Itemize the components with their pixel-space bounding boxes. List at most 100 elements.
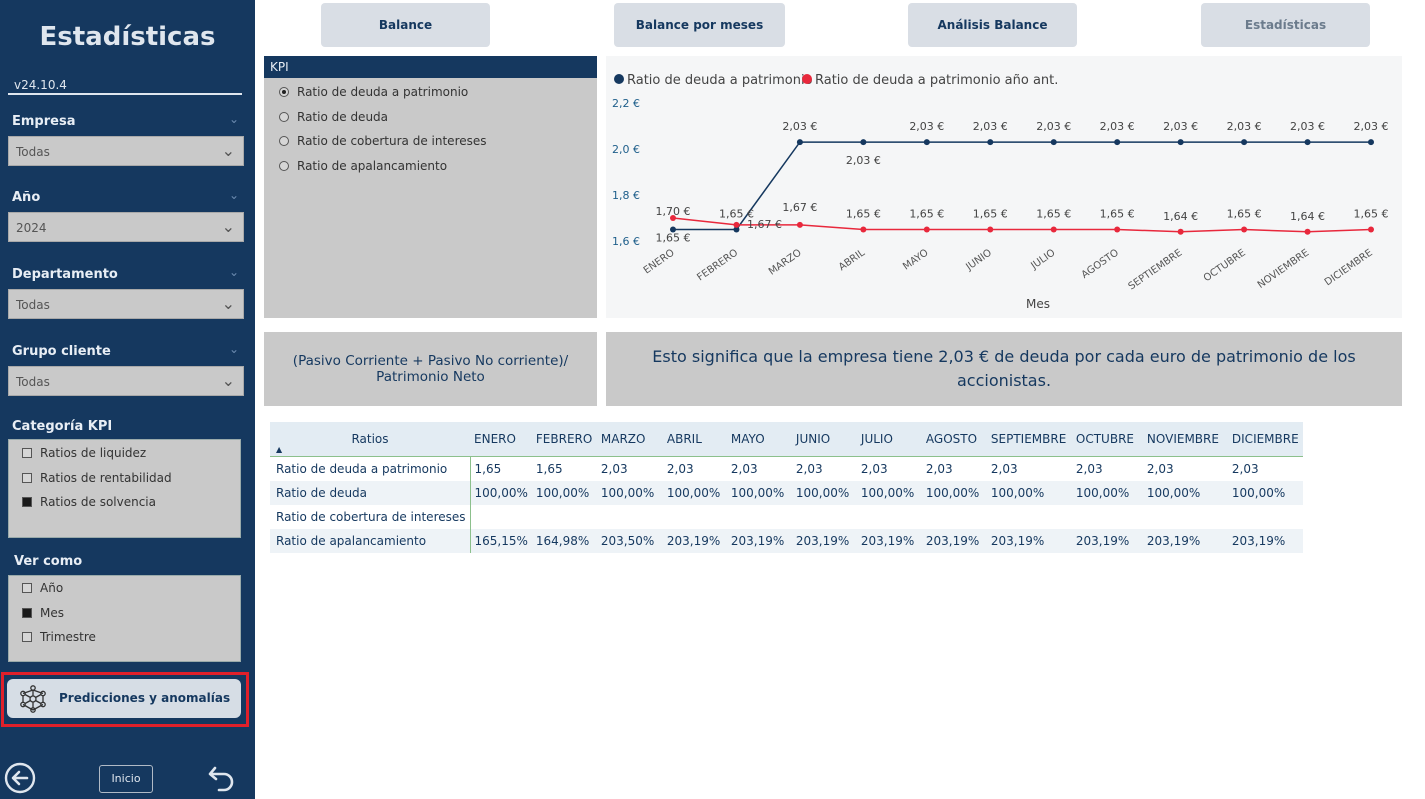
tab-estadisticas[interactable]: Estadísticas	[1201, 3, 1370, 47]
chevron-down-icon[interactable]: ⌄	[229, 265, 240, 279]
table-header-month[interactable]: JUNIO	[791, 422, 857, 457]
series-line	[673, 141, 1371, 231]
data-point	[1177, 139, 1184, 146]
data-label: 2,03 €	[1290, 120, 1325, 133]
home-button[interactable]: Inicio	[99, 765, 153, 793]
table-cell: 100,00%	[662, 481, 727, 505]
kpi-panel-header: KPI	[264, 56, 597, 78]
version-divider	[8, 93, 242, 95]
data-label: 2,03 €	[846, 154, 881, 167]
table-cell: 2,03	[666, 462, 694, 476]
predicciones-button[interactable]: Predicciones y anomalías	[7, 679, 241, 718]
radio-selected[interactable]	[279, 87, 289, 97]
checkbox-checked[interactable]	[22, 608, 32, 618]
table-cell: 1,65	[535, 462, 563, 476]
departamento-select[interactable]: Todas ⌄	[8, 289, 244, 319]
table-header-month[interactable]: AGOSTO	[921, 422, 987, 457]
table-header-month[interactable]: JULIO	[856, 422, 922, 457]
categoria-option-liquidez[interactable]: Ratios de liquidez	[22, 446, 146, 460]
grupo-cliente-select[interactable]: Todas ⌄	[8, 366, 244, 396]
kpi-option-deuda[interactable]: Ratio de deuda	[279, 110, 388, 124]
data-point	[1241, 226, 1248, 233]
data-point	[733, 226, 740, 233]
data-label: 1,65 €	[909, 208, 944, 221]
tab-analisis-balance[interactable]: Análisis Balance	[908, 3, 1077, 47]
empresa-select[interactable]: Todas ⌄	[8, 136, 244, 166]
x-tick-label: DICIEMBRE	[1323, 247, 1375, 288]
table-row: Ratio de deuda 100,00% 100,00% 100,00% 100,0…	[270, 481, 1303, 505]
data-label: 2,03 €	[973, 120, 1008, 133]
ver-como-panel	[8, 575, 241, 662]
table-cell: 100,00%	[791, 481, 857, 505]
table-header-month[interactable]: NOVIEMBRE	[1142, 422, 1228, 457]
kpi-option-cobertura[interactable]: Ratio de cobertura de intereses	[279, 134, 487, 148]
tab-balance[interactable]: Balance	[321, 3, 490, 47]
table-row: Ratio de apalancamiento 165,15% 164,98% 203…	[270, 529, 1303, 553]
table-header-month[interactable]: ENERO	[470, 422, 532, 457]
categoria-option-solvencia[interactable]: Ratios de solvencia	[22, 495, 156, 509]
chevron-down-icon[interactable]: ⌄	[229, 188, 240, 202]
table-header-month[interactable]: MARZO	[596, 422, 663, 457]
checkbox[interactable]	[22, 448, 32, 458]
table-header-ratios[interactable]: Ratios ▲	[270, 422, 471, 457]
data-point	[1368, 139, 1374, 146]
checkbox[interactable]	[22, 473, 32, 483]
data-point	[733, 221, 740, 228]
table-cell: 100,00%	[1142, 481, 1228, 505]
checkbox-checked[interactable]	[22, 497, 32, 507]
checkbox[interactable]	[22, 632, 32, 642]
undo-icon[interactable]	[207, 763, 237, 793]
option-label: Trimestre	[40, 630, 96, 644]
table-header-month[interactable]: FEBRERO	[531, 422, 597, 457]
table-row-label: Ratio de cobertura de intereses	[270, 505, 471, 529]
anio-select[interactable]: 2024 ⌄	[8, 212, 244, 242]
table-cell: 100,00%	[531, 481, 597, 505]
kpi-option-deuda-patrimonio[interactable]: Ratio de deuda a patrimonio	[279, 85, 468, 99]
table-cell	[1143, 505, 1228, 529]
radio[interactable]	[279, 112, 289, 122]
chevron-down-icon: ⌄	[221, 371, 235, 390]
table-cell: 164,98%	[531, 529, 597, 553]
ver-como-label: Ver como	[14, 554, 83, 569]
x-tick-label: ENERO	[642, 247, 677, 276]
legend-label: Ratio de deuda a patrimonio	[627, 73, 813, 88]
checkbox[interactable]	[22, 583, 32, 593]
table-cell	[727, 505, 792, 529]
data-point	[670, 215, 676, 221]
table-cell	[792, 505, 857, 529]
table-header-month[interactable]: SEPTIEMBRE	[986, 422, 1072, 457]
radio[interactable]	[279, 161, 289, 171]
data-label: 1,65 €	[1354, 208, 1389, 221]
radio[interactable]	[279, 136, 289, 146]
option-label: Ratios de solvencia	[40, 495, 156, 509]
table-header-month[interactable]: OCTUBRE	[1071, 422, 1143, 457]
tab-balance-por-meses[interactable]: Balance por meses	[614, 3, 785, 47]
kpi-option-apalancamiento[interactable]: Ratio de apalancamiento	[279, 159, 447, 173]
data-point	[1241, 139, 1248, 146]
y-tick-label: 1,6 €	[612, 235, 640, 248]
back-arrow-icon[interactable]	[4, 762, 36, 794]
table-header-month[interactable]: MAYO	[726, 422, 792, 457]
chevron-down-icon[interactable]: ⌄	[229, 342, 240, 356]
table-cell	[857, 505, 922, 529]
table-cell: 100,00%	[596, 481, 663, 505]
option-label: Ratios de rentabilidad	[40, 471, 172, 485]
table-cell: 2,03	[600, 462, 628, 476]
x-tick-label: JULIO	[1028, 247, 1057, 272]
ratios-table: Ratios ▲ ENERO FEBRERO MARZO ABRIL MAYO JUNIO…	[270, 422, 1303, 553]
table-header-month[interactable]: ABRIL	[662, 422, 727, 457]
data-label: 2,03 €	[1354, 120, 1389, 133]
categoria-option-rentabilidad[interactable]: Ratios de rentabilidad	[22, 471, 172, 485]
option-label: Ratio de deuda	[297, 110, 389, 124]
data-point	[1368, 226, 1374, 233]
table-cell: 2,03	[1146, 462, 1174, 476]
y-tick-label: 2,0 €	[612, 143, 640, 156]
chevron-down-icon[interactable]: ⌄	[229, 112, 240, 126]
x-tick-label: ABRIL	[837, 247, 868, 273]
ver-como-option-anio[interactable]: Año	[22, 581, 63, 595]
table-header-month[interactable]: DICIEMBRE	[1227, 422, 1303, 457]
ver-como-option-mes[interactable]: Mes	[22, 606, 64, 620]
ver-como-option-trimestre[interactable]: Trimestre	[22, 630, 96, 644]
table-cell: 203,19%	[1227, 529, 1303, 553]
table-cell: 2,03	[1075, 462, 1103, 476]
